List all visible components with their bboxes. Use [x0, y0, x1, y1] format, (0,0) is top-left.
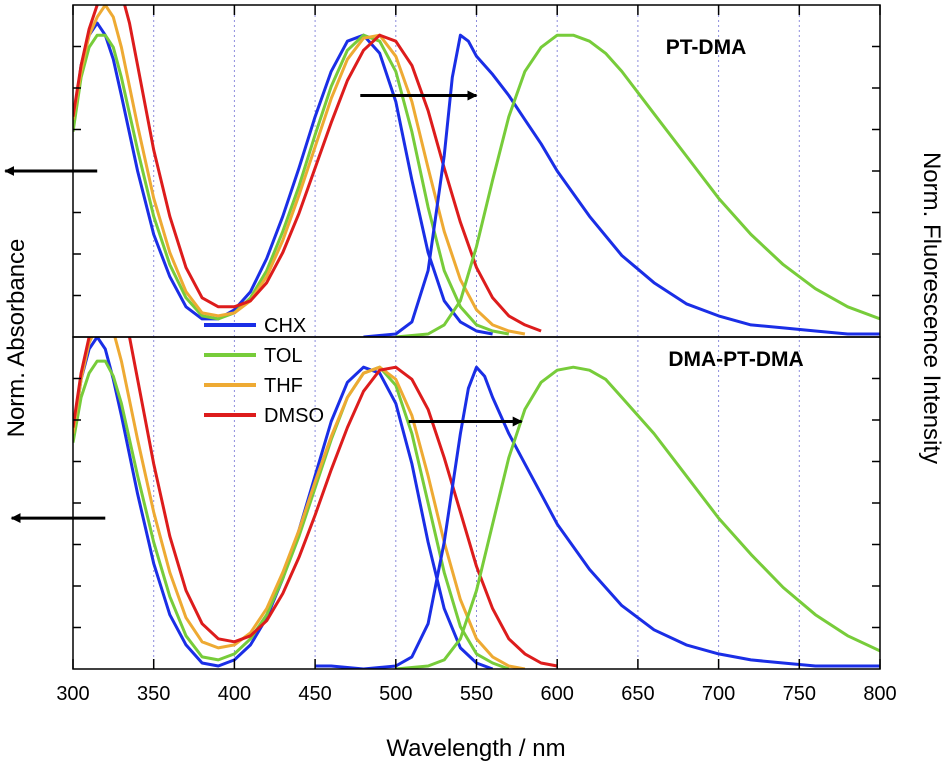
xtick-label-500: 500: [379, 683, 412, 705]
panel-0-absorbance-dmso-line: [73, 5, 542, 333]
panel-1-series: [73, 337, 880, 669]
legend: CHX TOL THF DMSO: [204, 315, 324, 427]
xtick-label-350: 350: [137, 683, 170, 705]
y-axis-title-right: Norm. Fluorescence Intensity: [918, 152, 945, 464]
panel-0-series: [73, 5, 880, 337]
panel-0-absorbance-chx-line: [73, 21, 493, 336]
panel-1-absorbance-dmso-line: [73, 337, 558, 668]
xtick-label-600: 600: [541, 683, 574, 705]
xtick-label-550: 550: [460, 683, 493, 705]
panel-1-fluorescence-chx-line: [315, 365, 880, 669]
panel-0-fluorescence-chx-line: [363, 33, 880, 337]
panel-0-fluorescence-tol-line: [395, 33, 880, 337]
panel-0-absorbance-thf-line: [73, 5, 526, 336]
panel-1-absorbance-thf-line: [73, 337, 526, 669]
panel-title-bottom: DMA-PT-DMA: [668, 348, 803, 371]
xtick-label-450: 450: [298, 683, 331, 705]
panel-title-top: PT-DMA: [666, 36, 747, 59]
y-axis-title-left: Norm. Absorbance: [3, 239, 30, 438]
xtick-label-400: 400: [218, 683, 251, 705]
panel-1-absorbance-tol-line: [73, 359, 510, 669]
legend-label-chx: CHX: [264, 315, 306, 337]
spectra-series: [73, 5, 880, 669]
legend-label-dmso: DMSO: [264, 405, 324, 427]
legend-label-thf: THF: [264, 375, 303, 397]
xtick-label-650: 650: [621, 683, 654, 705]
legend-label-tol: TOL: [264, 345, 303, 367]
x-axis-title: Wavelength / nm: [386, 735, 565, 762]
direction-arrows: [4, 90, 523, 524]
panel-0-absorbance-tol-line: [73, 33, 510, 336]
xtick-label-800: 800: [863, 683, 896, 705]
xtick-label-700: 700: [702, 683, 735, 705]
xtick-label-750: 750: [783, 683, 816, 705]
xtick-label-300: 300: [56, 683, 89, 705]
panel-1-fluorescence-tol-line: [395, 365, 880, 669]
